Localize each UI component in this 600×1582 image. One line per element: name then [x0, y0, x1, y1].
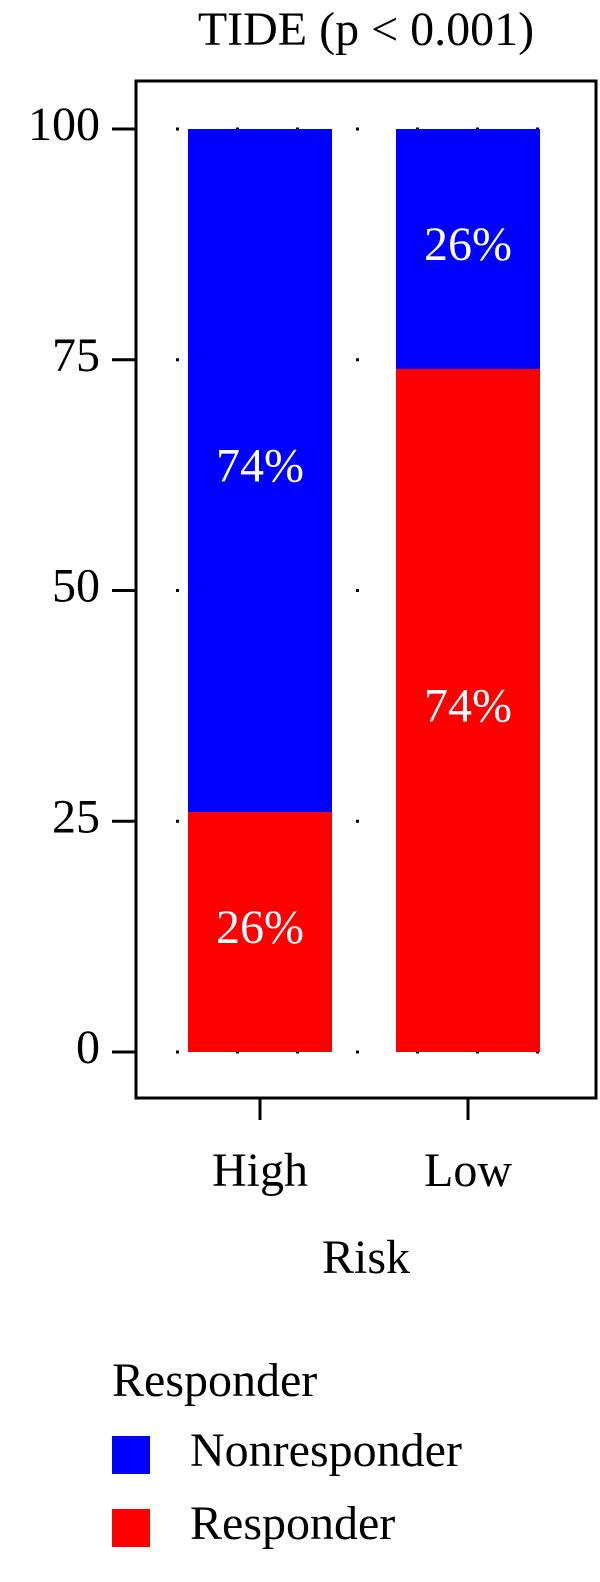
legend-label: Nonresponder	[190, 1424, 462, 1477]
value-label: 74%	[424, 680, 512, 733]
legend-swatch	[112, 1509, 150, 1547]
bar-segment	[396, 368, 540, 1053]
legend-title: Responder	[112, 1354, 317, 1407]
y-tick-label: 100	[28, 98, 100, 151]
bar-segment	[188, 812, 332, 1052]
value-label: 26%	[216, 901, 304, 954]
value-label: 26%	[424, 218, 512, 271]
y-tick-label: 0	[76, 1021, 100, 1074]
bar-segment	[396, 129, 540, 369]
y-tick-label: 25	[52, 790, 100, 843]
value-label: 74%	[216, 440, 304, 493]
y-tick-label: 75	[52, 329, 100, 382]
x-tick-label: High	[212, 1144, 308, 1197]
y-tick-label: 50	[52, 560, 100, 613]
bar-segment	[188, 129, 332, 813]
x-axis-label: Risk	[322, 1231, 410, 1284]
legend-label: Responder	[190, 1497, 395, 1550]
legend-swatch	[112, 1436, 150, 1474]
x-tick-label: Low	[424, 1144, 512, 1197]
chart-title: TIDE (p < 0.001)	[198, 3, 534, 56]
